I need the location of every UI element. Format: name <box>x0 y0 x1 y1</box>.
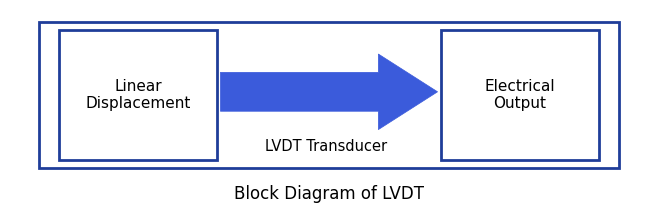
Polygon shape <box>220 54 438 130</box>
Text: Linear
Displacement: Linear Displacement <box>86 79 191 111</box>
Text: Block Diagram of LVDT: Block Diagram of LVDT <box>234 185 424 203</box>
Text: LVDT Transducer: LVDT Transducer <box>265 140 387 154</box>
Text: Electrical
Output: Electrical Output <box>484 79 555 111</box>
FancyBboxPatch shape <box>59 30 217 160</box>
FancyBboxPatch shape <box>441 30 599 160</box>
